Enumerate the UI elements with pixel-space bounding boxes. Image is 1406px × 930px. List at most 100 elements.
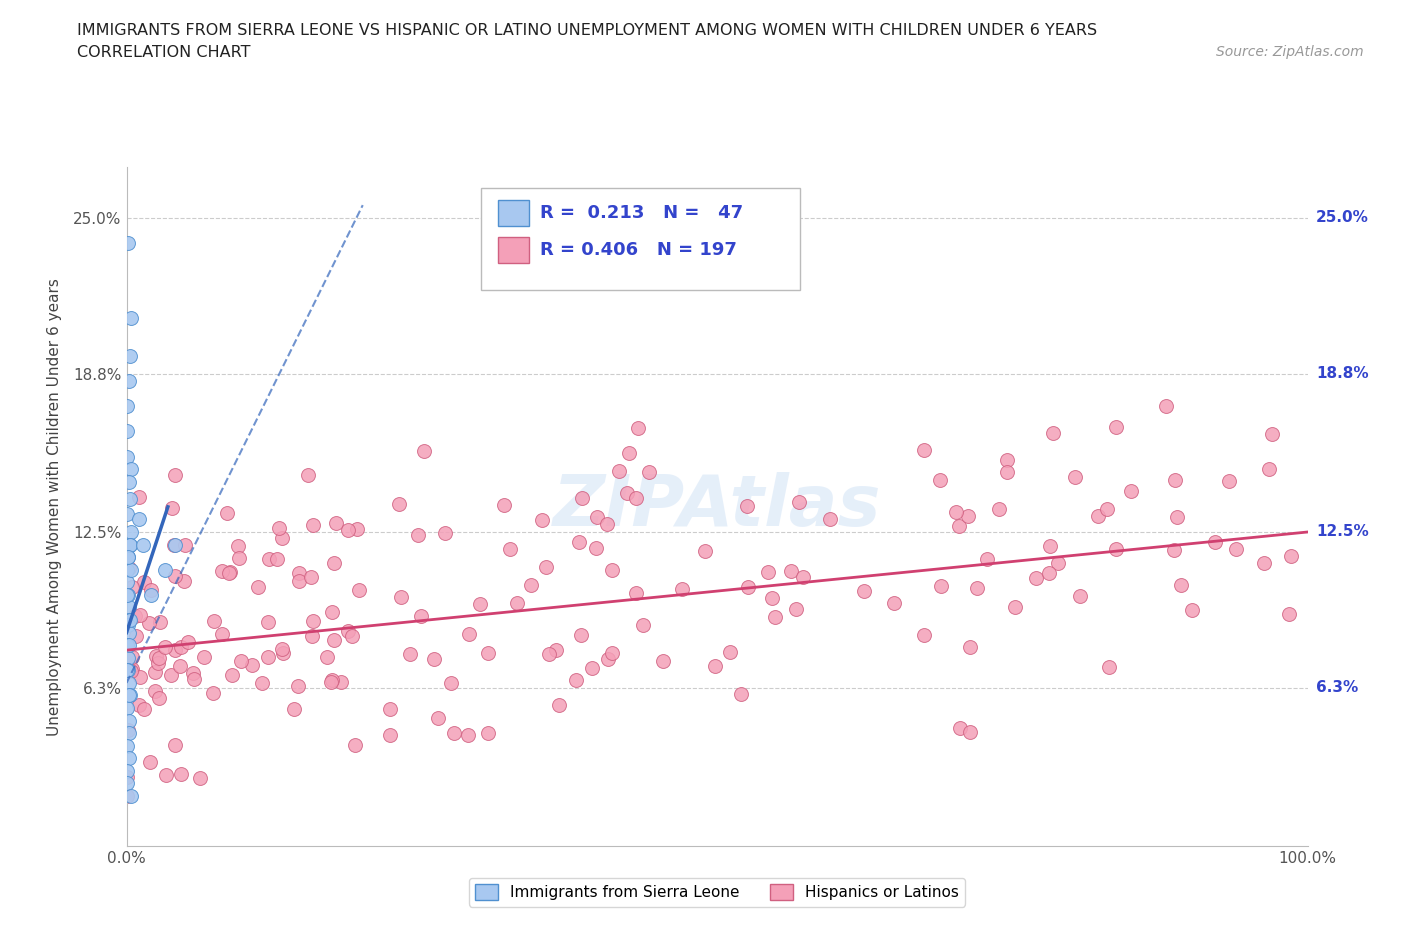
Point (115, 663, 138, 678)
Point (302, 614, 325, 629)
Point (995, 453, 1018, 468)
Point (118, 688, 141, 703)
Point (1042, 426, 1064, 441)
Point (153, 563, 176, 578)
Point (1119, 484, 1142, 498)
Point (477, 645, 499, 660)
Point (730, 686, 752, 701)
Point (409, 608, 432, 623)
Point (671, 581, 693, 596)
Point (1038, 565, 1060, 580)
Text: IMMIGRANTS FROM SIERRA LEONE VS HISPANIC OR LATINO UNEMPLOYMENT AMONG WOMEN WITH: IMMIGRANTS FROM SIERRA LEONE VS HISPANIC… (77, 23, 1098, 38)
Point (763, 610, 786, 625)
Point (118, 625, 141, 640)
Point (163, 643, 186, 658)
Point (1087, 509, 1109, 524)
Point (124, 608, 146, 623)
Point (399, 646, 422, 661)
Point (145, 649, 167, 664)
Point (117, 588, 139, 603)
Point (153, 640, 176, 655)
Point (299, 569, 322, 584)
Point (988, 502, 1011, 517)
Point (1154, 399, 1177, 414)
Point (548, 698, 571, 712)
Point (457, 727, 479, 742)
Point (596, 516, 619, 531)
Point (321, 604, 343, 619)
Point (626, 586, 648, 601)
Point (211, 626, 233, 641)
Point (120, 525, 142, 539)
Point (337, 523, 360, 538)
Point (117, 550, 139, 565)
Point (505, 595, 527, 610)
Point (329, 674, 352, 689)
Text: 25.0%: 25.0% (1316, 210, 1369, 225)
Text: ZIPAtlas: ZIPAtlas (553, 472, 882, 541)
Point (120, 664, 142, 679)
Point (117, 618, 139, 632)
Point (131, 538, 153, 552)
Point (229, 654, 252, 669)
Point (600, 563, 623, 578)
Point (134, 575, 156, 590)
Point (115, 638, 138, 653)
Point (118, 600, 141, 615)
Point (221, 668, 243, 683)
Point (120, 538, 142, 552)
Point (217, 505, 239, 520)
Point (609, 463, 631, 478)
Point (1098, 659, 1121, 674)
Point (163, 468, 186, 483)
Point (499, 542, 522, 557)
Legend: Immigrants from Sierra Leone, Hispanics or Latinos: Immigrants from Sierra Leone, Hispanics … (468, 878, 966, 907)
Point (426, 711, 449, 725)
Point (115, 789, 138, 804)
Point (120, 789, 142, 804)
Point (118, 560, 141, 575)
Point (440, 675, 463, 690)
Point (271, 645, 294, 660)
Point (737, 579, 759, 594)
Point (568, 535, 591, 550)
Point (121, 579, 143, 594)
Point (120, 688, 142, 703)
Point (1063, 470, 1085, 485)
Point (336, 624, 359, 639)
Point (201, 685, 224, 700)
Text: CORRELATION CHART: CORRELATION CHART (77, 45, 250, 60)
Point (959, 640, 981, 655)
Point (218, 565, 240, 580)
Point (128, 512, 150, 527)
Point (193, 649, 215, 664)
Point (1218, 473, 1240, 488)
Point (929, 578, 952, 593)
Point (247, 579, 270, 594)
Point (571, 491, 593, 506)
Point (118, 349, 141, 364)
Point (520, 578, 543, 592)
Point (325, 516, 347, 531)
Point (170, 639, 193, 654)
Point (693, 543, 716, 558)
Point (257, 649, 280, 664)
Point (271, 642, 294, 657)
Point (756, 565, 779, 579)
Point (378, 727, 401, 742)
Point (117, 613, 139, 628)
Point (117, 399, 139, 414)
Point (117, 563, 139, 578)
Point (959, 724, 981, 739)
Point (718, 644, 741, 659)
Point (378, 702, 401, 717)
Point (443, 725, 465, 740)
Y-axis label: Unemployment Among Women with Children Under 6 years: Unemployment Among Women with Children U… (48, 278, 62, 736)
Point (141, 588, 163, 603)
Point (406, 527, 429, 542)
Point (1258, 461, 1281, 476)
Point (146, 656, 169, 671)
Point (173, 574, 195, 589)
Point (534, 559, 557, 574)
Point (128, 490, 150, 505)
